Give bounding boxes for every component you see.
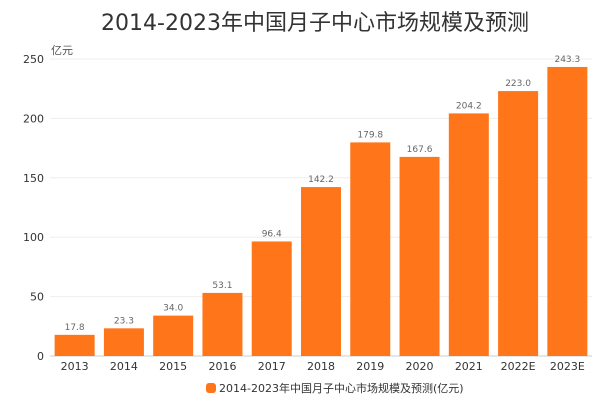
bar-2016[interactable]	[202, 292, 243, 356]
data-label: 223.0	[505, 79, 531, 89]
x-tick-label: 2013	[61, 360, 89, 373]
data-label: 167.6	[407, 145, 433, 155]
data-label: 53.1	[212, 281, 232, 291]
data-label: 23.3	[114, 316, 134, 326]
bar-2019[interactable]	[350, 142, 391, 356]
x-tick-label: 2017	[258, 360, 286, 373]
x-tick-label: 2019	[356, 360, 384, 373]
bar-2017[interactable]	[251, 241, 292, 356]
y-tick-label: 100	[23, 231, 44, 244]
x-tick-label: 2022E	[501, 360, 536, 373]
y-tick-label: 50	[30, 291, 44, 304]
y-tick-label: 150	[23, 172, 44, 185]
x-tick-label: 2021	[455, 360, 483, 373]
x-tick-label: 2020	[406, 360, 434, 373]
legend[interactable]: 2014-2023年中国月子中心市场规模及预测(亿元)	[206, 381, 464, 395]
y-tick-label: 0	[37, 350, 44, 363]
data-label: 34.0	[163, 304, 183, 314]
legend-label: 2014-2023年中国月子中心市场规模及预测(亿元)	[219, 381, 464, 395]
x-tick-label: 2015	[159, 360, 187, 373]
data-label: 17.8	[65, 323, 85, 333]
legend-swatch	[206, 383, 216, 393]
y-tick-label: 250	[23, 53, 44, 66]
x-tick-label: 2014	[110, 360, 138, 373]
y-tick-label: 200	[23, 112, 44, 125]
x-tick-label: 2016	[208, 360, 236, 373]
chart-title: 2014-2023年中国月子中心市场规模及预测	[101, 11, 529, 36]
y-axis-unit: 亿元	[51, 44, 73, 57]
x-tick-label: 2023E	[550, 360, 585, 373]
bar-2014[interactable]	[103, 328, 144, 356]
data-label: 179.8	[357, 130, 383, 140]
bar-2015[interactable]	[153, 315, 194, 356]
bar-2022E[interactable]	[498, 91, 539, 357]
data-label: 204.2	[456, 101, 482, 111]
data-label: 243.3	[554, 55, 580, 65]
bar-2020[interactable]	[399, 156, 440, 356]
bar-2013[interactable]	[54, 334, 95, 356]
bar-2018[interactable]	[301, 187, 341, 356]
data-label: 96.4	[262, 229, 282, 239]
bar-2023E[interactable]	[547, 66, 588, 357]
data-label: 142.2	[308, 175, 334, 185]
bar-2021[interactable]	[448, 113, 489, 356]
x-tick-label: 2018	[307, 360, 335, 373]
